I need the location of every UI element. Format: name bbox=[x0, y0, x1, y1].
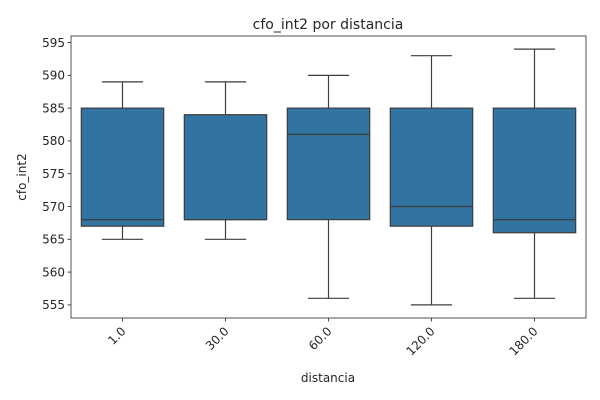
plot-area: 555 560 565 570 575 580 585 590 595 1.0 30.0 60.0 12… bbox=[42, 36, 577, 358]
plot-frame bbox=[70, 35, 587, 319]
chart-title: cfo_int2 por distancia bbox=[253, 17, 404, 33]
box-body bbox=[183, 114, 268, 221]
y-tick-label: 560 bbox=[42, 265, 65, 279]
y-tick-label: 580 bbox=[42, 134, 65, 148]
y-tick-label: 590 bbox=[42, 69, 65, 83]
x-tick-label: 60.0 bbox=[306, 324, 335, 353]
y-tick-label: 595 bbox=[42, 36, 65, 50]
x-axis-label: distancia bbox=[301, 371, 355, 385]
x-tick-label: 1.0 bbox=[105, 324, 128, 347]
y-tick-label: 575 bbox=[42, 167, 65, 181]
y-axis-label: cfo_int2 bbox=[15, 153, 29, 200]
y-tick-label: 565 bbox=[42, 233, 65, 247]
box-body bbox=[492, 107, 577, 234]
x-tick-label: 120.0 bbox=[403, 324, 437, 358]
box-body bbox=[389, 107, 474, 227]
box-body bbox=[80, 107, 165, 227]
y-tick-label: 570 bbox=[42, 200, 65, 214]
x-tick-label: 30.0 bbox=[203, 324, 232, 353]
box-body bbox=[286, 107, 371, 221]
x-tick-label: 180.0 bbox=[506, 324, 540, 358]
y-tick-label: 555 bbox=[42, 298, 65, 312]
y-tick-label: 585 bbox=[42, 101, 65, 115]
